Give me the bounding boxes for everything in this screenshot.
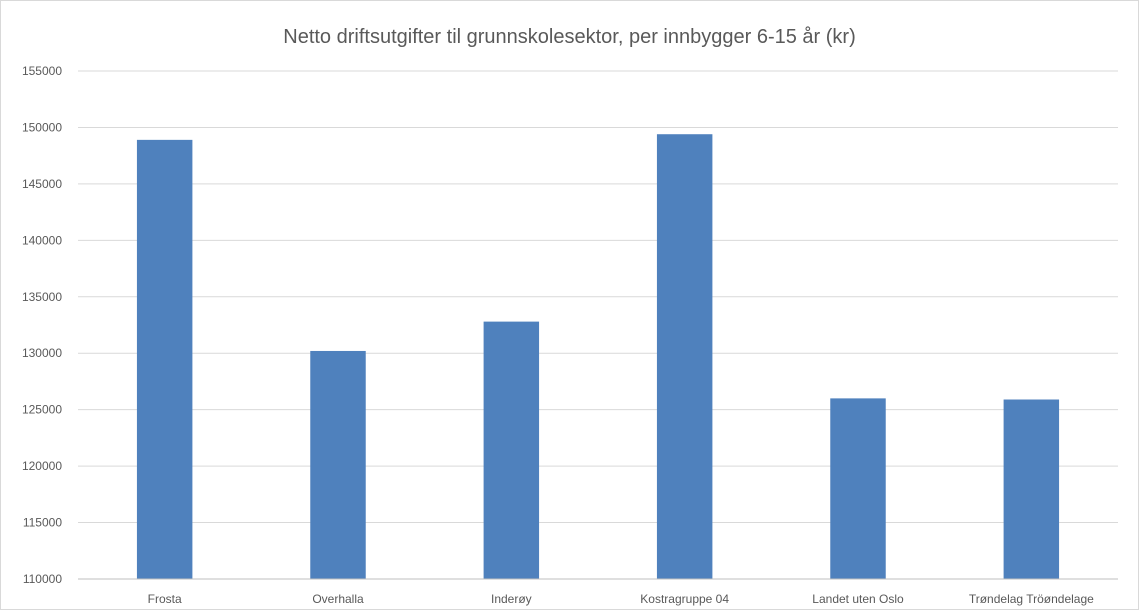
- y-tick-label: 145000: [22, 177, 62, 191]
- bar: [830, 398, 886, 579]
- x-tick-label: Trøndelag Tröøndelage: [969, 592, 1094, 606]
- chart-title: Netto driftsutgifter til grunnskolesekto…: [283, 26, 856, 48]
- x-tick-label: Kostragruppe 04: [640, 592, 729, 606]
- bar: [483, 321, 540, 579]
- x-tick-label: Frosta: [148, 592, 182, 606]
- bar: [1003, 399, 1060, 579]
- y-tick-label: 115000: [23, 516, 62, 530]
- y-tick-label: 125000: [22, 403, 62, 417]
- y-tick-label: 150000: [22, 120, 62, 134]
- x-tick-label: Landet uten Oslo: [812, 592, 904, 606]
- y-tick-label: 130000: [22, 346, 62, 360]
- bar: [656, 134, 713, 579]
- x-tick-label: Overhalla: [312, 592, 364, 606]
- bar: [136, 139, 193, 579]
- y-tick-label: 140000: [22, 233, 62, 247]
- y-tick-label: 155000: [22, 64, 62, 78]
- x-tick-label: Inderøy: [491, 592, 532, 606]
- y-tick-label: 110000: [23, 572, 62, 586]
- y-tick-label: 120000: [22, 459, 62, 473]
- bar: [310, 350, 366, 579]
- y-tick-label: 135000: [22, 290, 62, 304]
